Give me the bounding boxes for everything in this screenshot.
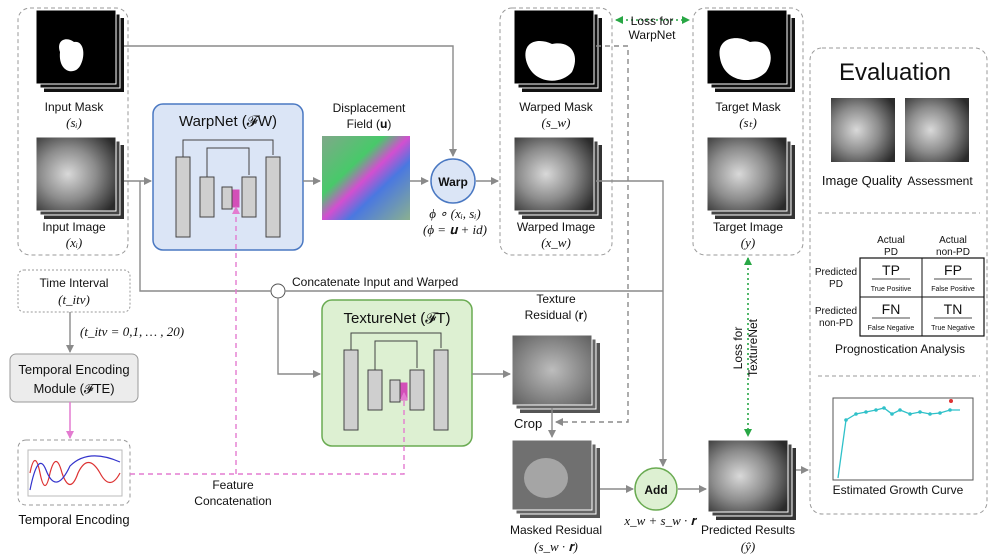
warped-image bbox=[513, 136, 602, 219]
input-mask-image bbox=[35, 9, 124, 92]
image-quality-thumb-2 bbox=[905, 98, 969, 162]
target-group-box bbox=[692, 7, 804, 256]
feature-concat-label-2: Concatenation bbox=[194, 494, 271, 508]
warped-group-box bbox=[499, 7, 613, 256]
displacement-label-2: Field (𝐮) bbox=[347, 117, 392, 131]
add-eq: x_w + s_w · 𝐫 bbox=[623, 513, 697, 528]
actual-npd-label-1: Actual bbox=[939, 235, 967, 246]
temporal-encoding-waves bbox=[27, 449, 123, 497]
image-quality-thumb-1 bbox=[831, 98, 895, 162]
warp-eq-1: ϕ ∘ (xᵢ, sᵢ) bbox=[429, 206, 480, 221]
target-mask-symbol: (sₜ) bbox=[739, 115, 757, 130]
tn-label: TN bbox=[944, 301, 963, 317]
actual-npd-label-2: non-PD bbox=[936, 247, 970, 258]
actual-pd-label-1: Actual bbox=[877, 235, 905, 246]
loss-texturenet-label-2: TextureNet bbox=[746, 318, 760, 377]
tp-sub-label: True Positive bbox=[871, 286, 912, 293]
predicted-symbol: (ŷ) bbox=[741, 539, 755, 554]
actual-pd-label-2: PD bbox=[884, 247, 898, 258]
growth-curve-label: Estimated Growth Curve bbox=[833, 483, 964, 497]
predicted-image bbox=[707, 439, 796, 520]
pred-pd-label-2: PD bbox=[829, 279, 843, 290]
loss-texturenet-label-1: Loss for bbox=[731, 327, 745, 370]
matrix-labels: Actual PD Actual non-PD Predicted PD Pre… bbox=[815, 235, 970, 329]
target-image-label: Target Image bbox=[713, 220, 783, 234]
add-circle bbox=[634, 467, 678, 511]
crop-label: Crop bbox=[514, 416, 542, 431]
temporal-encoding-box bbox=[17, 439, 131, 506]
warped-mask-symbol: (s_w) bbox=[542, 115, 571, 130]
texturenet-unet-icon bbox=[343, 332, 449, 431]
texturenet-label: TextureNet (𝓕T) bbox=[344, 310, 451, 327]
warped-mask-label: Warped Mask bbox=[519, 100, 594, 114]
fn-label: FN bbox=[882, 301, 901, 317]
texture-residual-label-2: Residual (𝐫) bbox=[525, 308, 588, 322]
image-quality-label: Image Quality bbox=[822, 173, 903, 188]
input-mask-symbol: (sᵢ) bbox=[66, 115, 82, 130]
tn-sub-label: True Negative bbox=[931, 325, 975, 332]
predicted-label: Predicted Results bbox=[701, 523, 795, 537]
time-interval-box bbox=[17, 269, 131, 313]
texture-residual-label-1: Texture bbox=[536, 292, 576, 306]
crop-dashed-arrow bbox=[555, 45, 629, 426]
loss-warpnet-label-2: WarpNet bbox=[629, 28, 677, 42]
evaluation-title: Evaluation bbox=[839, 59, 951, 86]
target-mask-label: Target Mask bbox=[715, 100, 781, 114]
pred-pd-label-1: Predicted bbox=[815, 267, 857, 278]
temporal-encoding-label: Temporal Encoding bbox=[18, 512, 129, 527]
fn-sub-label: False Negative bbox=[868, 325, 915, 332]
pred-npd-label-2: non-PD bbox=[819, 318, 853, 329]
input-image-symbol: (xᵢ) bbox=[66, 235, 83, 250]
warp-label: Warp bbox=[438, 175, 468, 189]
displacement-field-image bbox=[322, 136, 410, 220]
time-interval-values: (t_itv = 0,1, … , 20) bbox=[80, 324, 184, 339]
fp-sub-label: False Positive bbox=[931, 286, 975, 293]
warp-eq-2: (ϕ = 𝐮 + id) bbox=[423, 222, 487, 237]
input-group-box bbox=[17, 7, 129, 256]
warped-image-label: Warped Image bbox=[517, 220, 596, 234]
pred-npd-label-1: Predicted bbox=[815, 306, 857, 317]
feature-concat-label-1: Feature bbox=[212, 478, 254, 492]
target-mask-image bbox=[706, 9, 795, 92]
time-interval-symbol: (t_itv) bbox=[58, 292, 90, 307]
concat-node bbox=[270, 283, 286, 299]
flow-arrows bbox=[66, 45, 809, 493]
confusion-matrix bbox=[859, 257, 985, 337]
masked-residual-label: Masked Residual bbox=[510, 523, 602, 537]
time-interval-label: Time Interval bbox=[40, 276, 109, 290]
tem-label-2: Module (𝓕TE) bbox=[33, 381, 114, 396]
tp-label: TP bbox=[882, 262, 900, 278]
temporal-encoding-module-box bbox=[9, 353, 139, 403]
warpnet-unet-icon bbox=[175, 139, 281, 238]
assessment-label: Assessment bbox=[907, 174, 973, 188]
growth-curve-chart bbox=[832, 397, 974, 481]
texture-residual-image bbox=[511, 334, 600, 413]
prognostication-label: Prognostication Analysis bbox=[835, 342, 965, 356]
input-image bbox=[35, 136, 124, 219]
masked-residual-image bbox=[511, 439, 600, 518]
input-mask-label: Input Mask bbox=[45, 100, 105, 114]
feature-concat-lines bbox=[130, 206, 408, 475]
masked-residual-symbol: (s_w · 𝐫) bbox=[534, 539, 578, 554]
target-image bbox=[706, 136, 795, 219]
fp-label: FP bbox=[944, 262, 962, 278]
input-image-label: Input Image bbox=[42, 220, 106, 234]
warped-image-symbol: (x_w) bbox=[541, 235, 571, 250]
evaluation-box bbox=[809, 47, 988, 515]
target-image-symbol: (y) bbox=[741, 235, 755, 250]
concat-input-warped-label: Concatenate Input and Warped bbox=[292, 275, 458, 289]
warpnet-label: WarpNet (𝓕W) bbox=[179, 113, 277, 130]
warp-circle bbox=[430, 158, 476, 204]
displacement-label-1: Displacement bbox=[333, 101, 406, 115]
warped-mask-image bbox=[513, 9, 602, 92]
loss-warpnet-label-1: Loss for bbox=[631, 14, 674, 28]
tem-label-1: Temporal Encoding bbox=[18, 362, 129, 377]
add-label: Add bbox=[644, 483, 667, 497]
